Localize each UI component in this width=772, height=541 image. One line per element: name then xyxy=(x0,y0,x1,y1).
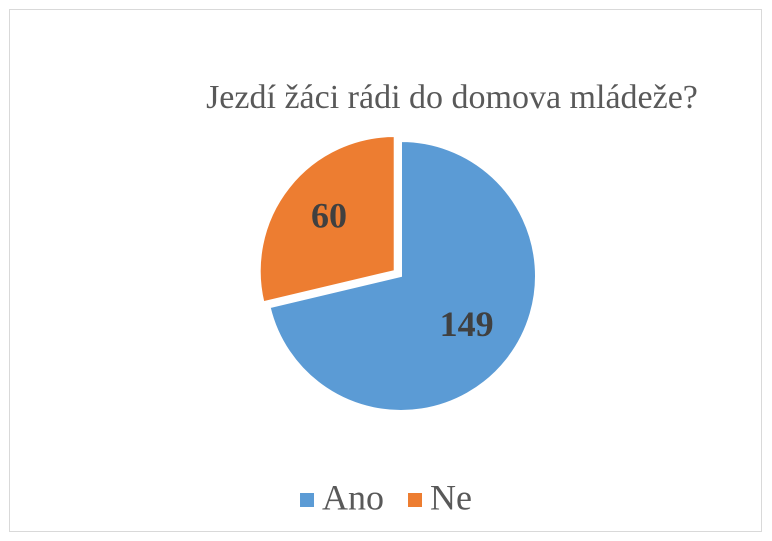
legend-label: Ano xyxy=(322,477,384,517)
data-label: 149 xyxy=(440,304,494,344)
legend-marker xyxy=(300,493,315,507)
legend-label: Ne xyxy=(430,477,472,517)
pie-slice xyxy=(268,139,537,412)
pie-slice xyxy=(258,135,396,304)
chart-title: Jezdí žáci rádi do domova mládeže? xyxy=(206,79,698,116)
legend-marker xyxy=(408,493,423,507)
data-label: 60 xyxy=(311,195,347,235)
